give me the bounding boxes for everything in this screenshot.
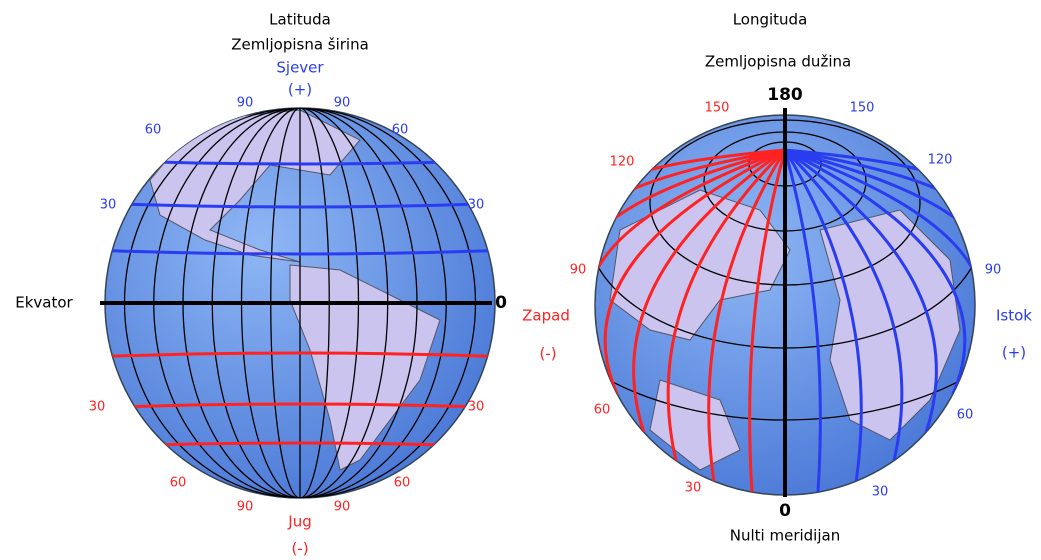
south-sign: (-) [291, 540, 308, 558]
title: Longituda [733, 11, 808, 29]
lat-label: 90 [237, 96, 254, 111]
longitude-globe [594, 108, 976, 497]
meridian [783, 148, 904, 461]
meridian [784, 148, 967, 395]
lat-label: 30 [89, 400, 106, 415]
subtitle: Zemljopisna dužina [705, 53, 851, 71]
parallel [105, 248, 495, 256]
top-value: 180 [767, 85, 803, 105]
labels: Latituda Zemljopisna širina Sjever (+) 9… [15, 11, 1032, 558]
north-label: Sjever [276, 59, 324, 77]
lat-label: 60 [394, 476, 411, 491]
meridian [783, 149, 822, 493]
lon-label: 60 [594, 403, 611, 418]
lat-label: 30 [100, 198, 117, 213]
lon-label: 90 [985, 263, 1002, 278]
meridian [595, 148, 786, 352]
meridian [784, 148, 938, 433]
parallel [105, 402, 495, 410]
meridian [783, 149, 863, 482]
lon-label: 150 [850, 101, 875, 116]
prime-value: 0 [779, 501, 791, 521]
prime-meridian-label: Nulti meridijan [730, 527, 840, 545]
lon-label: 60 [957, 408, 974, 423]
lon-label: 30 [685, 481, 702, 496]
meridian [666, 148, 787, 461]
lat-label: 90 [334, 96, 351, 111]
west-sign: (-) [539, 345, 556, 363]
west-label: Zapad [522, 307, 570, 325]
meridian [603, 148, 786, 395]
latitude-globe [100, 107, 496, 499]
meridian [748, 149, 787, 493]
equator-label: Ekvator [15, 294, 73, 312]
east-label: Istok [996, 307, 1032, 325]
parallel [105, 351, 495, 359]
lat-label: 60 [392, 123, 409, 138]
lat-label: 90 [334, 500, 351, 515]
meridian [632, 148, 786, 433]
lat-label: 60 [145, 123, 162, 138]
east-sign: (+) [1002, 344, 1026, 362]
equator-value: 0 [495, 293, 507, 313]
lon-label: 120 [610, 155, 635, 170]
parallel [105, 201, 495, 209]
meridian [784, 148, 975, 352]
north-sign: (+) [288, 81, 312, 99]
lat-label: 60 [170, 476, 187, 491]
lon-label: 90 [570, 263, 587, 278]
lat-label: 90 [237, 500, 254, 515]
title: Latituda [269, 11, 331, 29]
lat-label: 30 [468, 198, 485, 213]
lat-label: 30 [468, 400, 485, 415]
lon-label: 120 [928, 153, 953, 168]
south-label: Jug [287, 513, 311, 531]
subtitle: Zemljopisna širina [231, 36, 369, 54]
lon-label: 150 [705, 101, 730, 116]
lon-label: 30 [872, 485, 889, 500]
meridian [707, 149, 787, 482]
